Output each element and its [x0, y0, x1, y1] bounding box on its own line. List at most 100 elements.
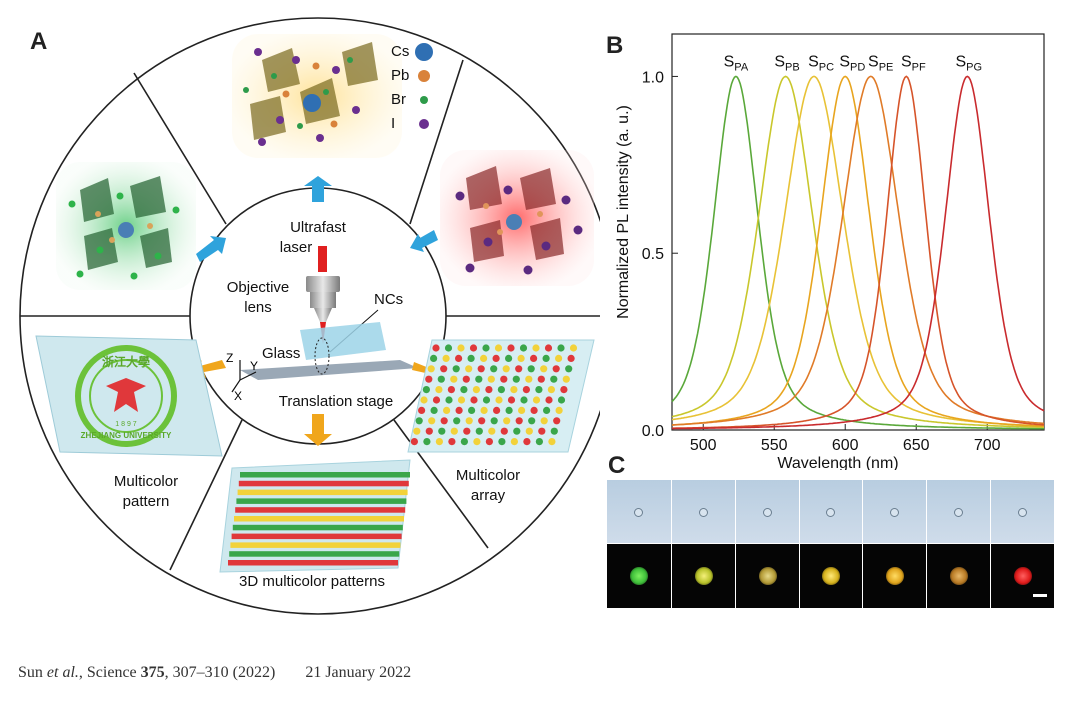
array-dot	[435, 438, 443, 446]
axis-z: Z	[226, 351, 233, 365]
array-dot	[543, 406, 551, 414]
y-axis-label: Normalized PL intensity (a. u.)	[615, 105, 632, 319]
emission-glow	[758, 567, 777, 585]
citation-etal: et al.	[46, 664, 79, 681]
particle-dot	[1018, 508, 1028, 517]
array-dot	[475, 375, 483, 383]
array-dot	[505, 406, 513, 414]
brightfield-cell	[607, 480, 671, 543]
stripe-bar	[230, 542, 401, 548]
series-label-pg: SPG	[955, 53, 982, 73]
citation-authors: Sun	[18, 664, 47, 681]
series-label-pd: SPD	[839, 53, 865, 73]
y-tick-label: 1.0	[642, 69, 664, 86]
array-dot	[418, 406, 426, 414]
array-dot	[532, 344, 540, 352]
array-dot	[493, 406, 501, 414]
glass-block	[300, 322, 386, 360]
array-dot	[487, 375, 495, 383]
array-dot	[550, 375, 558, 383]
panel-a-schematic: Cs Pb Br I Ultrafast	[19, 17, 600, 615]
panel-c-letter: C	[608, 452, 626, 479]
perovskite-crystal-red	[440, 150, 594, 286]
array-dot	[515, 417, 523, 425]
array-dot	[440, 365, 448, 373]
stripe-bar	[228, 560, 398, 566]
3d-patterns-label: 3D multicolor patterns	[239, 573, 385, 590]
array-dot	[567, 354, 575, 362]
seal-top-text: 浙江大學	[102, 354, 150, 369]
array-dot	[442, 354, 450, 362]
array-dot	[425, 375, 433, 383]
array-dot	[553, 417, 561, 425]
laser-label-2: laser	[280, 239, 313, 256]
lens-label-2: lens	[244, 299, 272, 316]
legend-cs-swatch	[415, 43, 433, 61]
array-dot	[473, 438, 481, 446]
array-dot	[432, 344, 440, 352]
array-dot	[455, 354, 463, 362]
x-tick-label: 600	[832, 437, 859, 454]
array-dot	[494, 344, 503, 352]
array-dot	[430, 406, 438, 414]
array-dot	[555, 354, 563, 362]
array-dot	[427, 365, 435, 373]
y-tick-label: 0.5	[642, 246, 664, 263]
array-dot	[538, 427, 546, 435]
array-dot	[477, 365, 485, 373]
array-dot	[550, 427, 558, 435]
array-dot	[510, 386, 518, 394]
x-tick-label: 500	[690, 437, 717, 454]
panel-b-letter: B	[606, 32, 624, 59]
x-axis-label: Wavelength (nm)	[777, 455, 898, 470]
series-line-pa	[671, 75, 1044, 430]
array-label-2: array	[471, 487, 506, 504]
array-dot	[423, 438, 431, 446]
array-dot	[517, 354, 525, 362]
axis-y: Y	[250, 359, 258, 373]
array-dot	[542, 354, 550, 362]
array-dot	[500, 427, 508, 435]
x-tick-label: 550	[761, 437, 788, 454]
array-dot	[432, 396, 441, 404]
particle-dot	[954, 508, 964, 517]
stripe-bar	[236, 498, 407, 504]
axes-icon	[231, 360, 257, 393]
panel-a-letter: A	[30, 28, 48, 55]
pattern-label-1: Multicolor	[114, 473, 178, 490]
array-dot	[507, 344, 515, 352]
array-dot	[547, 386, 556, 394]
array-dot	[500, 375, 508, 383]
array-dot	[530, 406, 538, 414]
series-line-pb	[671, 75, 1044, 428]
array-dot	[505, 354, 513, 362]
array-dot	[565, 365, 573, 373]
lens-label-1: Objective	[227, 279, 290, 296]
array-dot	[437, 375, 445, 383]
stripe-bar	[229, 551, 400, 557]
array-dot	[498, 438, 506, 446]
pl-emission-cell	[735, 544, 799, 608]
legend-br: Br	[391, 91, 406, 108]
array-dot	[555, 406, 563, 414]
zju-seal-pattern: 浙江大學 ZHEJIANG UNIVERSITY 1 8 9 7	[35, 335, 223, 457]
axis-x: X	[234, 389, 242, 403]
array-dot	[535, 438, 544, 446]
particle-dot	[698, 508, 708, 517]
array-dot	[448, 438, 456, 446]
array-dot	[422, 386, 430, 394]
series-label-pc: SPC	[808, 53, 834, 73]
array-dot	[562, 375, 570, 383]
citation-pages: , 307–310 (2022)	[164, 664, 276, 681]
brightfield-cell	[863, 480, 927, 543]
series-label-pf: SPF	[901, 53, 926, 73]
array-dot	[490, 417, 498, 425]
legend-pb-swatch	[418, 70, 430, 82]
emission-glow	[629, 567, 648, 585]
array-dot	[560, 386, 568, 394]
array-dot	[450, 427, 458, 435]
array-dot	[485, 438, 493, 446]
citation-footer: Sun et al., Science 375, 307–310 (2022) 2…	[18, 664, 411, 682]
emission-glow	[886, 567, 905, 585]
emission-glow	[1014, 567, 1033, 585]
